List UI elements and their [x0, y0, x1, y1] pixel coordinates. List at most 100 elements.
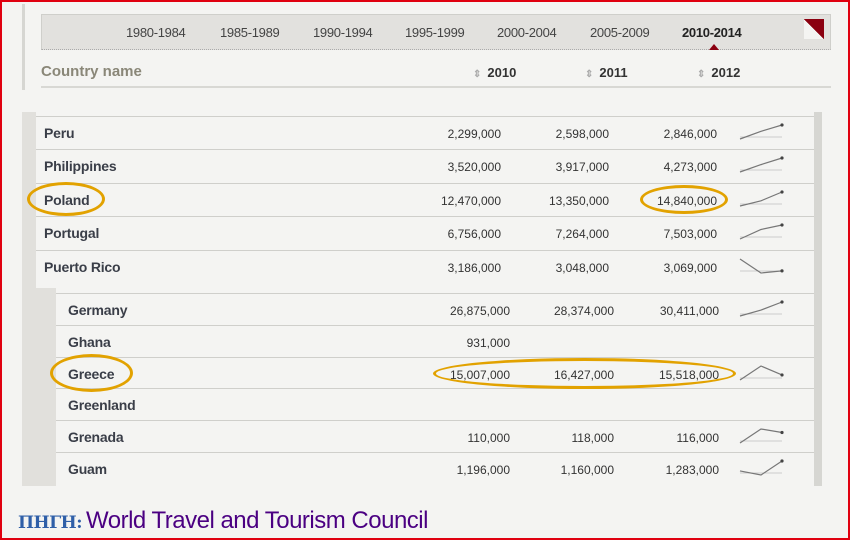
sparkline: [739, 364, 784, 381]
sparkline-line: [739, 428, 783, 444]
period-1980-1984[interactable]: 1980-1984: [126, 25, 186, 40]
sort-icon: ⇕: [697, 69, 706, 80]
corner-ribbon-icon: [804, 19, 824, 39]
sparkline-line: [739, 258, 783, 274]
value-2010: 2,299,000: [447, 127, 501, 141]
column-header: Country name ⇕ 2010 ⇕ 2011 ⇕ 2012: [41, 56, 831, 88]
sparkline-line: [739, 224, 783, 240]
value-2010: 26,875,000: [449, 304, 510, 318]
sparkline: [739, 258, 784, 274]
sparkline-end-point: [780, 300, 784, 304]
value-2012: 3,069,000: [663, 260, 717, 275]
value-2010: 12,470,000: [440, 193, 501, 208]
period-2010-2014[interactable]: 2010-2014: [682, 25, 742, 40]
country-name[interactable]: Philippines: [44, 158, 117, 175]
sparkline-end-point: [780, 459, 784, 463]
value-2011: 1,160,000: [560, 463, 614, 477]
highlight-poland-name: [27, 182, 105, 216]
sparkline: [739, 459, 784, 476]
sparkline-end-point: [780, 223, 784, 227]
sparkline-end-point: [780, 431, 784, 435]
sparkline-line: [739, 157, 783, 173]
table-row[interactable]: Philippines 3,520,000 3,917,000 4,273,000: [36, 149, 814, 182]
sparkline-end-point: [780, 123, 784, 127]
sparkline-end-point: [780, 190, 784, 194]
active-period-marker-icon: [709, 44, 719, 50]
table-header-area: 1980-1984 1985-1989 1990-1994 1995-1999 2000…: [22, 4, 836, 90]
value-2012: 4,273,000: [663, 160, 717, 175]
sparkline-end-point: [780, 372, 784, 377]
value-2010: 3,186,000: [447, 260, 501, 275]
period-1985-1989[interactable]: 1985-1989: [220, 25, 280, 40]
year-label: 2012: [711, 65, 741, 80]
table-row[interactable]: Puerto Rico 3,186,000 3,048,000 3,069,000: [36, 249, 814, 283]
country-name[interactable]: Ghana: [68, 333, 111, 350]
sort-2011[interactable]: ⇕ 2011: [585, 65, 628, 80]
country-name-header[interactable]: Country name: [41, 63, 142, 80]
sparkline: [739, 300, 784, 317]
table-row[interactable]: Germany 26,875,000 28,374,000 30,411,000: [56, 293, 814, 325]
sort-2010[interactable]: ⇕ 2010: [473, 65, 516, 80]
period-2005-2009[interactable]: 2005-2009: [590, 25, 650, 40]
sparkline: [739, 156, 784, 173]
sort-2012[interactable]: ⇕ 2012: [697, 65, 740, 80]
country-name[interactable]: Puerto Rico: [44, 258, 121, 275]
table-row[interactable]: Peru 2,299,000 2,598,000 2,846,000: [36, 116, 814, 149]
value-2011: 3,048,000: [555, 260, 609, 275]
sparkline-line: [739, 191, 783, 207]
highlight-greece-name: [50, 354, 133, 392]
value-2010: 1,196,000: [456, 463, 510, 477]
sparkline: [739, 123, 784, 140]
value-2011: 3,917,000: [555, 160, 609, 175]
highlight-greece-values: [433, 358, 736, 389]
period-2000-2004[interactable]: 2000-2004: [497, 25, 557, 40]
country-name[interactable]: Portugal: [44, 225, 100, 242]
sparkline: [739, 190, 784, 207]
value-2011: 2,598,000: [555, 127, 609, 141]
value-2010: 931,000: [466, 335, 510, 350]
sparkline: [739, 223, 784, 240]
value-2012: 1,283,000: [665, 463, 719, 477]
sparkline-end-point: [780, 268, 784, 273]
country-name[interactable]: Peru: [44, 125, 75, 141]
sparkline: [739, 428, 784, 444]
value-2010: 3,520,000: [447, 160, 501, 175]
period-1995-1999[interactable]: 1995-1999: [405, 25, 465, 40]
year-label: 2011: [599, 65, 628, 80]
table-row[interactable]: Greenland: [56, 388, 814, 420]
value-2010: 110,000: [467, 431, 511, 446]
country-name[interactable]: Guam: [68, 461, 107, 477]
value-2011: 13,350,000: [548, 193, 609, 208]
sparkline-line: [739, 124, 783, 140]
value-2010: 6,756,000: [447, 227, 501, 242]
year-label: 2010: [487, 65, 517, 80]
lower-table: Germany 26,875,000 28,374,000 30,411,000 Gha…: [22, 288, 822, 486]
sparkline-line: [739, 364, 783, 381]
value-2011: 7,264,000: [555, 227, 609, 242]
value-2012: 2,846,000: [663, 127, 717, 141]
source-text: World Travel and Tourism Council: [86, 507, 428, 534]
sort-icon: ⇕: [473, 69, 482, 80]
source-caption: ΠΗΓΗ: World Travel and Tourism Council: [18, 507, 428, 535]
sparkline-end-point: [780, 156, 784, 160]
table-row[interactable]: Ghana 931,000: [56, 324, 814, 357]
sparkline-line: [739, 460, 783, 476]
value-2011: 28,374,000: [553, 304, 614, 318]
value-2012: 30,411,000: [659, 304, 719, 318]
value-2012: 116,000: [676, 431, 720, 446]
value-2011: 118,000: [571, 431, 615, 446]
period-1990-1994[interactable]: 1990-1994: [313, 25, 373, 40]
value-2012: 7,503,000: [663, 227, 717, 242]
sparkline-line: [739, 301, 783, 317]
country-name[interactable]: Grenada: [68, 429, 124, 446]
period-timeline: 1980-1984 1985-1989 1990-1994 1995-1999 2000…: [41, 14, 831, 50]
table-row[interactable]: Portugal 6,756,000 7,264,000 7,503,000: [36, 216, 814, 249]
table-row[interactable]: Grenada 110,000 118,000 116,000: [56, 420, 814, 452]
country-name[interactable]: Greenland: [68, 397, 136, 414]
table-row[interactable]: Guam 1,196,000 1,160,000 1,283,000: [56, 452, 814, 484]
highlight-poland-2012: [640, 185, 728, 214]
country-name[interactable]: Germany: [68, 302, 128, 318]
sort-icon: ⇕: [585, 69, 594, 80]
upper-table: Peru 2,299,000 2,598,000 2,846,000 Philippin…: [22, 112, 822, 288]
source-label: ΠΗΓΗ:: [18, 513, 83, 533]
